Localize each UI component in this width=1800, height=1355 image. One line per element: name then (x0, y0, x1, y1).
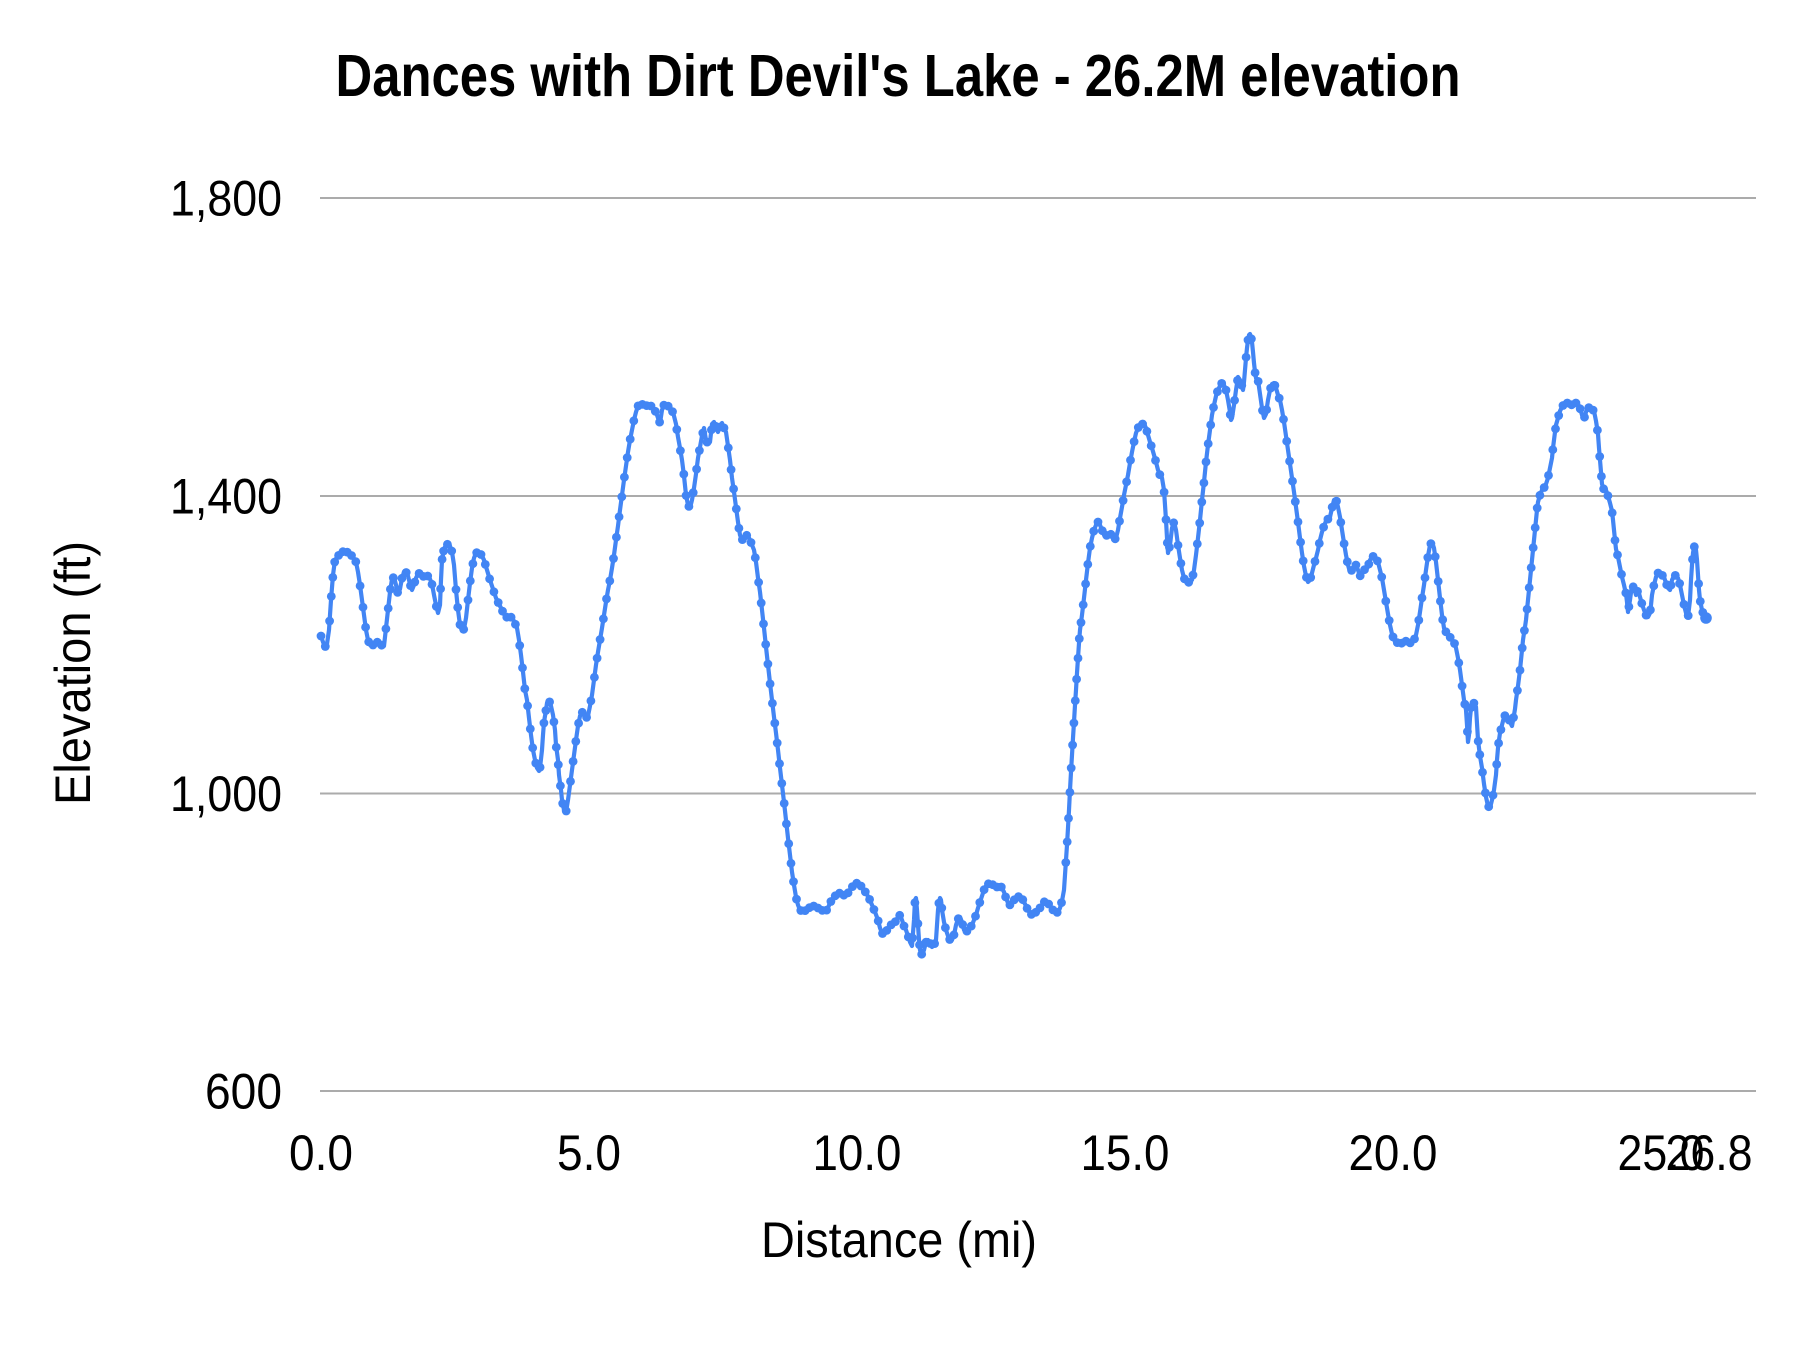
svg-text:10.0: 10.0 (813, 1125, 902, 1181)
svg-text:15.0: 15.0 (1081, 1125, 1170, 1181)
svg-text:1,000: 1,000 (170, 766, 282, 822)
svg-text:Elevation (ft): Elevation (ft) (45, 541, 101, 805)
svg-text:25.0: 25.0 (1618, 1125, 1705, 1181)
svg-text:20.0: 20.0 (1349, 1125, 1438, 1181)
svg-text:26.8: 26.8 (1666, 1125, 1753, 1181)
svg-text:0.0: 0.0 (289, 1125, 353, 1181)
svg-text:1,400: 1,400 (170, 469, 282, 525)
svg-text:600: 600 (205, 1064, 282, 1120)
svg-text:Dances with Dirt Devil's Lake: Dances with Dirt Devil's Lake - 26.2M el… (336, 43, 1461, 109)
svg-text:5.0: 5.0 (557, 1125, 621, 1181)
svg-text:Distance (mi): Distance (mi) (761, 1212, 1037, 1268)
svg-text:1,800: 1,800 (170, 171, 282, 227)
